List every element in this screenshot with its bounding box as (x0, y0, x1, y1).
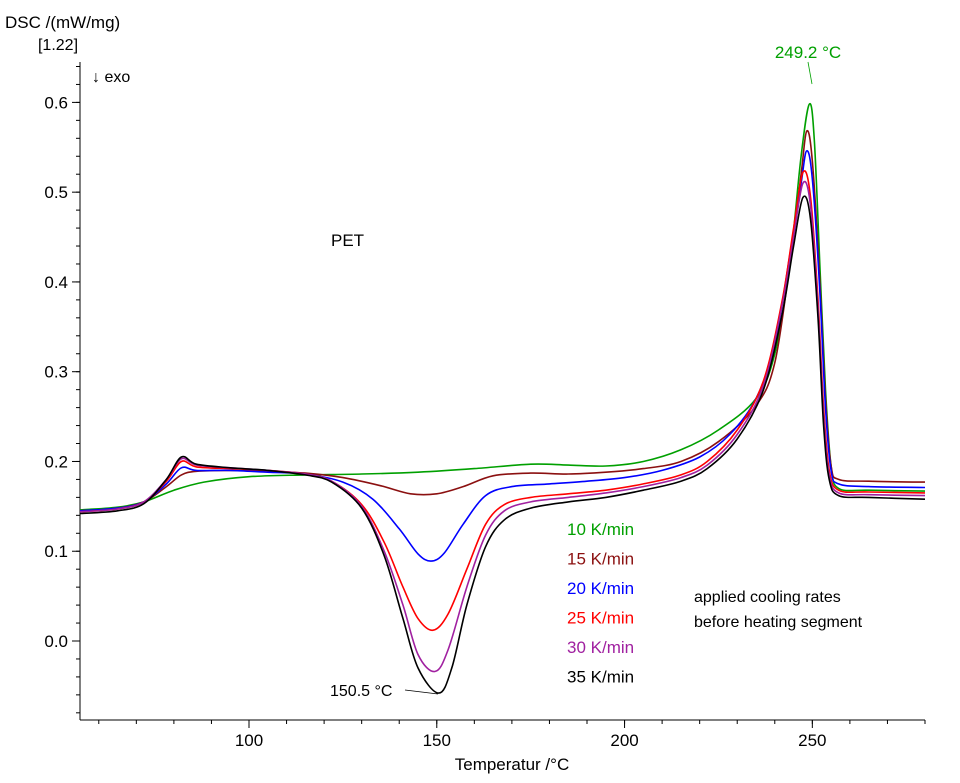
series-lines (79, 102, 926, 694)
sample-label: PET (331, 231, 364, 250)
y-tick-label: 0.0 (44, 632, 68, 651)
min-annotation: 150.5 °C (330, 683, 392, 700)
exo-direction-label: ↓ exo (92, 69, 130, 86)
min-annotation-leader (404, 689, 439, 695)
legend: 10 K/min 15 K/min 20 K/min 25 K/min 30 K/min… (567, 520, 634, 687)
peak-annotation: 249.2 °C (775, 43, 841, 62)
x-axis-label: Temperatur /°C (455, 755, 570, 774)
x-ticks: 100 150 200 250 (235, 720, 827, 750)
y-tick-label: 0.4 (44, 273, 68, 292)
series-line (79, 195, 926, 694)
legend-entry: 10 K/min (567, 520, 634, 539)
note-line-2: before heating segment (694, 614, 863, 631)
note-line-1: applied cooling rates (694, 589, 841, 606)
y-ticks: 0.0 0.1 0.2 0.3 0.4 0.5 0.6 (44, 93, 80, 651)
series-line (79, 102, 926, 511)
axes (79, 62, 925, 721)
y-tick-label: 0.5 (44, 183, 68, 202)
series-line (79, 170, 926, 632)
peak-annotation-leader (807, 61, 813, 85)
y-tick-label: 0.6 (44, 93, 68, 112)
y-tick-label: 0.1 (44, 542, 68, 561)
y-axis-label: DSC /(mW/mg) (5, 13, 120, 32)
legend-entry: 35 K/min (567, 668, 634, 687)
x-tick-label: 250 (798, 731, 826, 750)
x-tick-label: 200 (610, 731, 638, 750)
x-tick-label: 150 (423, 731, 451, 750)
x-tick-label: 100 (235, 731, 263, 750)
legend-entry: 30 K/min (567, 638, 634, 657)
y-tick-label: 0.2 (44, 452, 68, 471)
legend-entry: 15 K/min (567, 550, 634, 569)
y-axis-label-sub: [1.22] (38, 37, 78, 54)
series-line (79, 150, 926, 562)
y-tick-label: 0.3 (44, 363, 68, 382)
legend-entry: 25 K/min (567, 609, 634, 628)
legend-entry: 20 K/min (567, 579, 634, 598)
